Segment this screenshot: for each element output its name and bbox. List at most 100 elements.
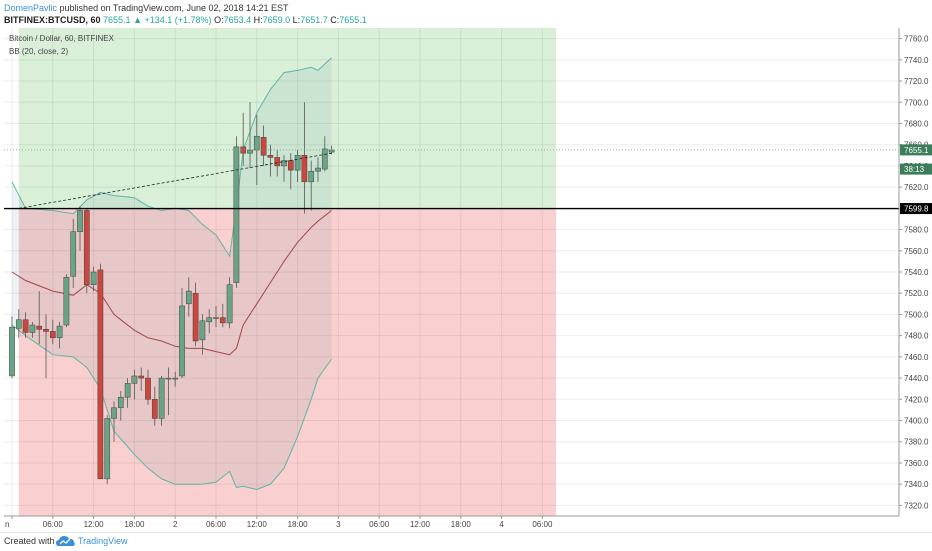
time-tick-label: 3 bbox=[336, 520, 341, 529]
ohlc-bar: BITFINEX:BTCUSD, 60 7655.1 ▲ +134.1 (+1.… bbox=[4, 15, 367, 25]
candle bbox=[294, 150, 301, 182]
price-label-text: 38:13 bbox=[904, 165, 925, 174]
candle bbox=[308, 160, 315, 211]
candle-body bbox=[192, 292, 199, 342]
candle-body bbox=[138, 375, 145, 379]
time-tick-label: 18:00 bbox=[124, 520, 145, 529]
author-link[interactable]: DomenPavlic bbox=[4, 3, 58, 13]
high-label: H: bbox=[253, 15, 263, 25]
price-tick-label: 7540.0 bbox=[904, 268, 929, 277]
candle-body bbox=[179, 305, 185, 377]
candle-body bbox=[172, 377, 179, 380]
candle bbox=[22, 312, 29, 338]
candle bbox=[29, 321, 36, 338]
candle-body bbox=[145, 377, 151, 400]
candle-body bbox=[22, 319, 29, 333]
low-value: 7651.7 bbox=[300, 15, 328, 25]
candle bbox=[83, 208, 90, 294]
candle-body bbox=[36, 325, 43, 330]
candle-body bbox=[15, 319, 22, 329]
legend-series-title: Bitcoin / Dollar, 60, BITFINEX bbox=[9, 34, 114, 43]
price-tick-label: 7420.0 bbox=[904, 395, 929, 404]
candle-body bbox=[151, 399, 158, 419]
time-tick-label: 12:00 bbox=[84, 520, 105, 529]
candle bbox=[138, 367, 145, 391]
price-tick-label: 7620.0 bbox=[904, 183, 929, 192]
candle bbox=[111, 401, 117, 442]
price-tick-label: 7360.0 bbox=[904, 459, 929, 468]
candle bbox=[145, 369, 151, 405]
candle-body bbox=[90, 271, 97, 285]
price-tick-label: 7460.0 bbox=[904, 353, 929, 362]
bollinger-upper-line bbox=[11, 57, 332, 258]
candle-body bbox=[97, 269, 104, 480]
candle bbox=[165, 367, 172, 416]
candle-body bbox=[281, 160, 287, 167]
legend-indicator[interactable]: BB (20, close, 2) bbox=[9, 47, 69, 56]
time-tick-label: 18:00 bbox=[288, 520, 309, 529]
target-zone bbox=[18, 28, 557, 209]
time-tick-label: 06:00 bbox=[43, 520, 64, 529]
time-tick-label: 06:00 bbox=[369, 520, 390, 529]
candle bbox=[70, 218, 77, 288]
candle-body bbox=[9, 326, 15, 377]
candle bbox=[213, 305, 219, 328]
candle-body bbox=[315, 167, 321, 172]
candle bbox=[90, 266, 97, 292]
candle bbox=[124, 378, 131, 408]
candle-body bbox=[226, 284, 233, 324]
candle-body bbox=[274, 157, 281, 167]
candle-body bbox=[233, 146, 240, 283]
price-label-box bbox=[900, 144, 932, 156]
candle bbox=[9, 316, 15, 379]
price-tick-label: 7400.0 bbox=[904, 417, 929, 426]
candle-body bbox=[328, 149, 335, 153]
candle-body bbox=[43, 329, 49, 332]
candle-body bbox=[29, 324, 36, 333]
candle-body bbox=[124, 383, 131, 398]
candle bbox=[321, 136, 328, 172]
tradingview-cloud-icon[interactable] bbox=[56, 534, 76, 548]
candle-body bbox=[185, 290, 192, 305]
bollinger-lower-line bbox=[11, 324, 333, 491]
price-label-text: 7655.1 bbox=[904, 146, 929, 155]
time-tick-label: 18:00 bbox=[451, 520, 472, 529]
close-label: C: bbox=[330, 15, 340, 25]
close-value: 7655.1 bbox=[339, 15, 367, 25]
candle-body bbox=[56, 325, 63, 339]
candle bbox=[43, 314, 49, 379]
tradingview-brand[interactable]: TradingView bbox=[78, 536, 128, 546]
footer: Created with TradingView bbox=[0, 532, 932, 551]
candle-body bbox=[294, 155, 301, 171]
price-tick-label: 7480.0 bbox=[904, 332, 929, 341]
candle-body bbox=[70, 231, 77, 277]
candle-body bbox=[165, 377, 172, 380]
candle bbox=[185, 277, 192, 317]
price-tick-label: 7700.0 bbox=[904, 98, 929, 107]
symbol-label: BITFINEX:BTCUSD, 60 bbox=[4, 15, 101, 25]
candle bbox=[104, 415, 111, 485]
candle-body bbox=[321, 148, 328, 170]
candle bbox=[36, 291, 43, 345]
price-chart[interactable]: 7320.0 7340.0 7360.0 7380.0 7400.0 7420.0 7440… bbox=[0, 28, 932, 532]
candle-body bbox=[260, 137, 267, 156]
price-change: ▲ +134.1 (+1.78%) bbox=[133, 15, 212, 25]
time-tick-label: 12:00 bbox=[247, 520, 268, 529]
chart-header: DomenPavlic published on TradingView.com… bbox=[0, 0, 932, 28]
price-tick-label: 7720.0 bbox=[904, 77, 929, 86]
candle bbox=[56, 321, 63, 349]
price-tick-label: 7740.0 bbox=[904, 56, 929, 65]
price-tick-label: 7500.0 bbox=[904, 310, 929, 319]
price-label-box bbox=[900, 163, 932, 175]
time-axis: n 06:00 12:00 18:00 2 06:00 12:00 18:00 3 06:00 12… bbox=[5, 516, 553, 529]
candle bbox=[315, 157, 321, 182]
candle bbox=[172, 371, 179, 387]
candle-body bbox=[131, 375, 138, 384]
candle-body bbox=[77, 210, 83, 232]
chart-legend: Bitcoin / Dollar, 60, BITFINEX BB (20, c… bbox=[9, 32, 114, 58]
candle-body bbox=[287, 160, 294, 171]
price-tick-label: 7320.0 bbox=[904, 501, 929, 510]
candle bbox=[117, 390, 124, 421]
low-label: L: bbox=[292, 15, 301, 25]
candle bbox=[233, 136, 240, 288]
